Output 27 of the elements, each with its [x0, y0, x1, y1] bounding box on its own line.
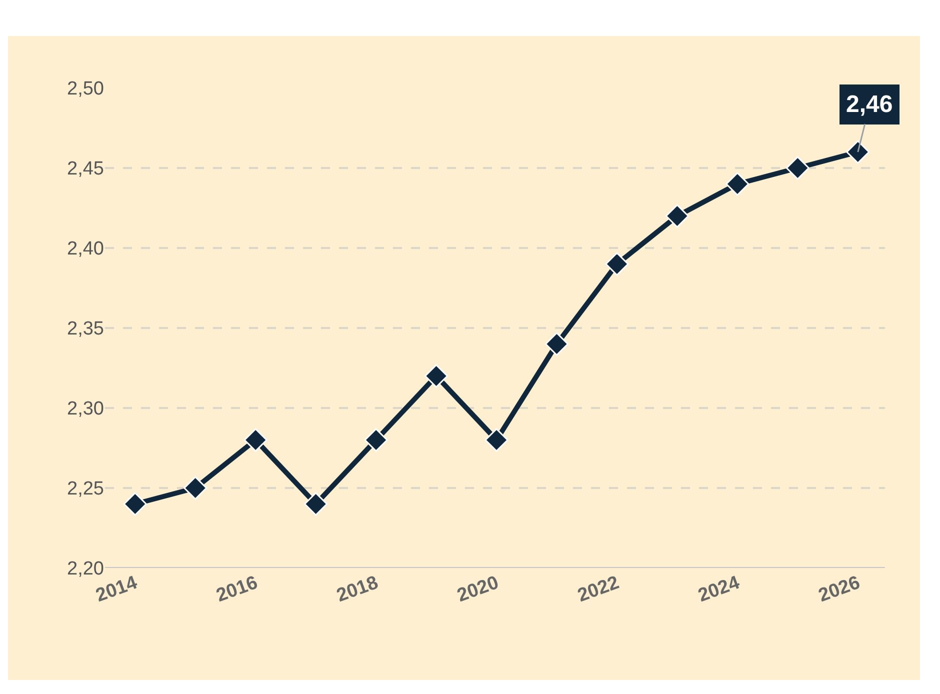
x-tick-label: 2022: [575, 572, 622, 607]
point: [424, 364, 448, 388]
point: [244, 428, 268, 452]
point: [484, 428, 508, 452]
y-tick-label: 2,40: [67, 238, 104, 260]
annotation: 2,46: [846, 91, 893, 118]
x-tick-label: 2026: [816, 572, 863, 607]
point: [544, 332, 569, 356]
y-tick-label: 2,30: [67, 398, 104, 420]
y-tick-label: 2,20: [67, 558, 104, 580]
point: [786, 156, 810, 180]
y-tick-label: 2,35: [67, 318, 104, 340]
x-tick-label: 2018: [334, 572, 381, 607]
point: [605, 252, 629, 276]
point: [123, 492, 147, 516]
point: [304, 492, 328, 516]
y-tick-label: 2,50: [67, 78, 104, 100]
point: [726, 172, 750, 196]
point: [364, 428, 388, 452]
y-tick-label: 2,25: [67, 478, 104, 500]
point: [665, 204, 689, 228]
x-tick-label: 2020: [454, 572, 502, 607]
y-tick-label: 2,45: [67, 158, 104, 180]
x-tick-label: 2016: [214, 572, 261, 607]
point: [846, 140, 870, 164]
x-tick-label: 2024: [695, 572, 743, 607]
point: [184, 476, 208, 500]
